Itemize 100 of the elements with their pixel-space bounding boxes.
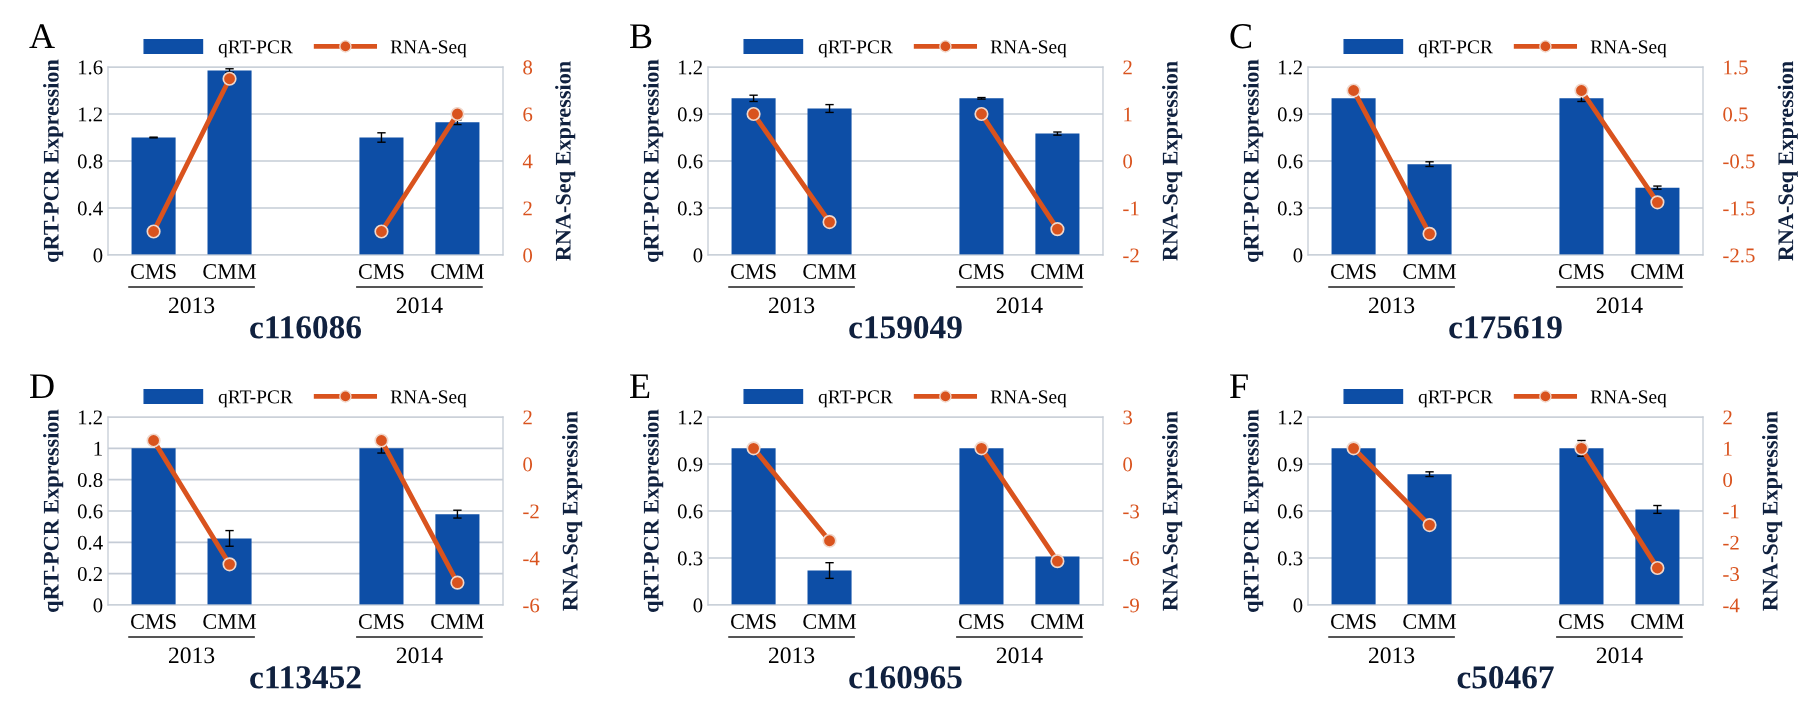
y2-tick-label: -2 <box>523 504 539 519</box>
y2-tick-label: 2 <box>1723 410 1732 425</box>
bar <box>1331 98 1376 255</box>
text: 2014 <box>1596 297 1643 314</box>
y-tick-label: 1.2 <box>678 410 702 425</box>
y2-tick-label: -9 <box>1123 598 1139 613</box>
x-tick-label: CMM <box>431 614 484 629</box>
y2-tick-label: -0.5 <box>1723 154 1755 169</box>
y-tick-label: 0.6 <box>1277 154 1303 169</box>
y2-tick-label: 1 <box>1124 107 1132 122</box>
text: c116086 <box>250 316 362 339</box>
y2-tick-label: 2 <box>523 410 532 425</box>
bar <box>1635 187 1680 255</box>
y2-tick-label: -2 <box>1123 248 1139 263</box>
bar <box>207 538 252 605</box>
y-tick-label: 0 <box>93 598 103 613</box>
y2-axis-title: RNA-Seq Expression <box>1777 61 1798 261</box>
y-tick-label: 0.3 <box>1277 551 1303 566</box>
x-tick-label: CMS <box>358 264 404 279</box>
y-tick-label: 1.2 <box>78 107 102 122</box>
y-tick-label: 0.4 <box>77 201 103 216</box>
y-axis-title: qRT-PCR Expression <box>43 409 64 612</box>
y2-tick-label: -3 <box>1123 504 1139 519</box>
point <box>374 433 389 448</box>
bar <box>959 98 1004 255</box>
y2-tick-label: 1.5 <box>1724 60 1748 75</box>
y-tick-label: 0.6 <box>677 504 703 519</box>
text: 2013 <box>768 647 815 664</box>
x-tick-label: CMS <box>1558 264 1604 279</box>
text: c175619 <box>1449 316 1562 339</box>
y2-axis-title: RNA-Seq Expression <box>1162 61 1183 261</box>
text: D <box>30 374 54 399</box>
text: 2013 <box>768 297 815 314</box>
y-tick-label: 0.6 <box>77 504 103 519</box>
point <box>1574 83 1589 98</box>
point <box>974 441 989 456</box>
bar <box>1559 448 1604 605</box>
text: c160965 <box>849 666 962 689</box>
x-tick-label: CMS <box>731 264 776 279</box>
x-tick-label: CMM <box>431 264 484 279</box>
y2-tick-label: -1.5 <box>1723 201 1755 216</box>
point <box>222 71 237 86</box>
x-tick-label: CMS <box>731 614 776 629</box>
x-tick-label: CMM <box>1031 264 1084 279</box>
point <box>1050 222 1065 237</box>
bar <box>731 448 776 605</box>
x-tick-label: CMS <box>131 264 176 279</box>
x-tick-label: CMS <box>358 614 404 629</box>
bar <box>435 122 480 255</box>
text: 2014 <box>996 647 1043 664</box>
text: F <box>1230 374 1248 399</box>
y-tick-label: 1.2 <box>1278 410 1302 425</box>
text: B <box>630 24 652 49</box>
x-tick-label: CMM <box>1631 614 1684 629</box>
legend-label: RNA-Seq <box>1590 40 1667 58</box>
bar <box>359 137 404 255</box>
y2-tick-label: -6 <box>523 598 540 613</box>
x-tick-label: CMS <box>131 614 176 629</box>
point <box>1650 560 1665 576</box>
legend-label: RNA-Seq <box>1590 390 1667 408</box>
y-axis-title: qRT-PCR Expression <box>643 409 664 612</box>
y-tick-label: 0 <box>1293 248 1303 263</box>
text: 2014 <box>996 297 1043 314</box>
y-axis-title: qRT-PCR Expression <box>1243 59 1264 262</box>
text: 2013 <box>1368 647 1415 664</box>
y-tick-label: 1.2 <box>1278 60 1302 75</box>
text: 2014 <box>396 297 443 314</box>
text: 2014 <box>396 647 443 664</box>
y2-tick-label: 2 <box>1123 60 1132 75</box>
text: 2013 <box>168 647 215 664</box>
y2-tick-label: -1 <box>1123 201 1139 216</box>
y2-tick-label: 0 <box>523 248 533 263</box>
point <box>974 106 989 122</box>
y-tick-label: 0 <box>693 598 703 613</box>
bar <box>1407 474 1452 605</box>
legend-label: qRT-PCR <box>818 390 893 408</box>
y2-tick-label: 1 <box>1724 441 1732 456</box>
bar <box>1035 133 1080 255</box>
point <box>746 106 761 122</box>
bar <box>731 98 776 255</box>
text: 2013 <box>168 297 215 314</box>
point <box>1422 518 1437 533</box>
x-tick-label: CMS <box>958 614 1004 629</box>
y2-axis-title: RNA-Seq Expression <box>555 61 576 261</box>
y2-tick-label: 0 <box>523 457 533 472</box>
y-tick-label: 0.3 <box>1277 201 1303 216</box>
legend-label: qRT-PCR <box>818 40 893 58</box>
y-tick-label: 0.9 <box>677 457 703 472</box>
point <box>822 215 837 230</box>
legend-label: qRT-PCR <box>218 40 293 58</box>
y-tick-label: 0.8 <box>77 473 103 488</box>
point <box>1422 226 1437 241</box>
bar <box>1035 556 1080 605</box>
point <box>1346 83 1361 98</box>
y2-tick-label: 2 <box>523 201 532 216</box>
y-tick-label: 0.3 <box>677 551 703 566</box>
x-tick-label: CMM <box>1403 614 1457 629</box>
y-tick-label: 0.9 <box>677 107 703 122</box>
text: E <box>630 374 650 399</box>
y-tick-label: 1.2 <box>78 410 102 425</box>
